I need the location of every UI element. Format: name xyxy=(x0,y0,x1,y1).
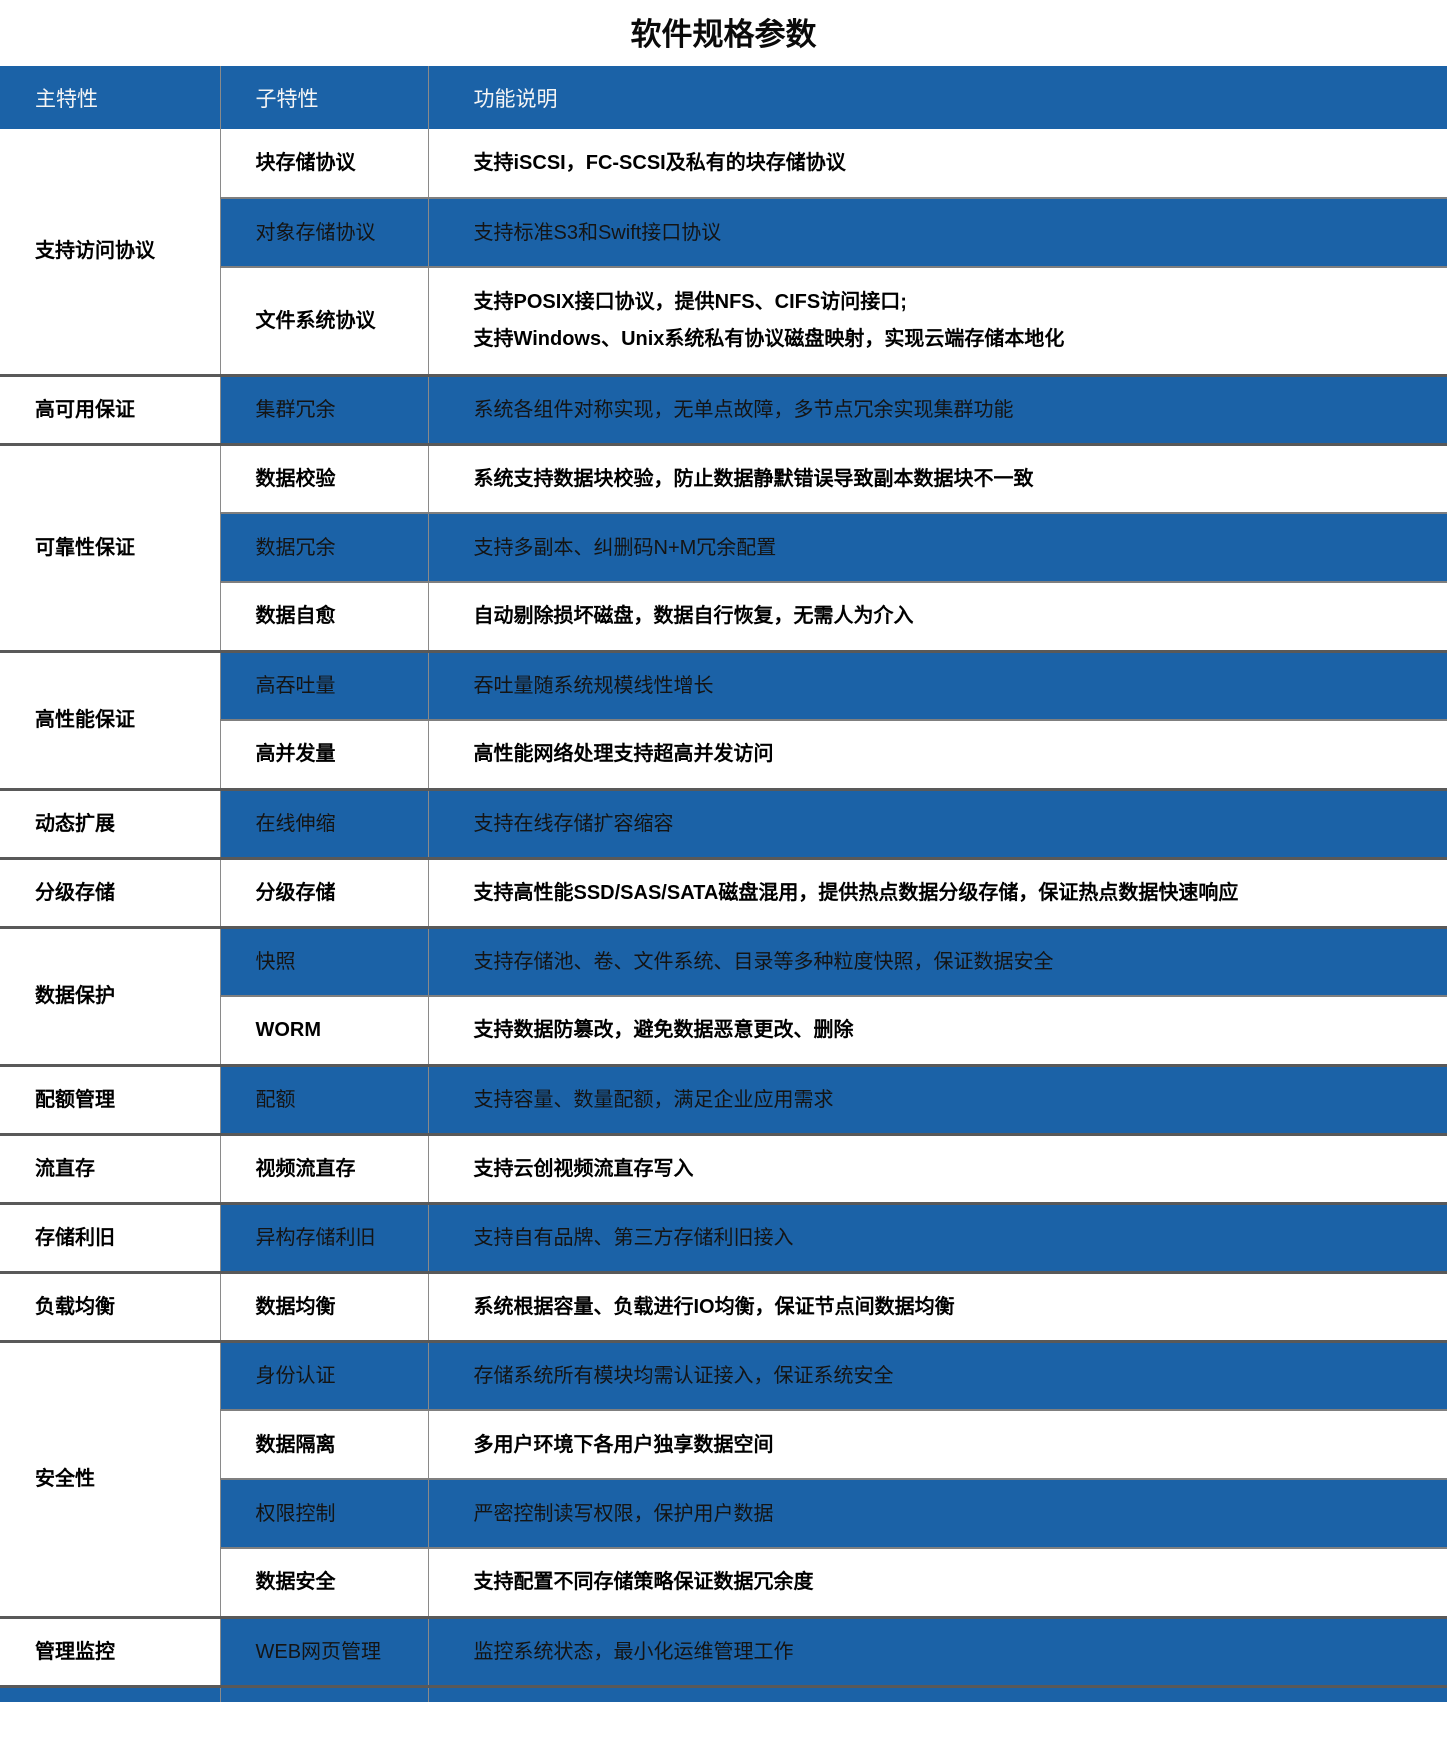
header-main-feature: 主特性 xyxy=(0,66,220,129)
main-feature-cell: 存储利旧 xyxy=(0,1201,220,1272)
sub-feature-cell: 在线伸缩 xyxy=(219,787,428,858)
sub-feature-cell: 块存储协议 xyxy=(219,129,428,198)
table-row: 存储利旧 异构存储利旧 支持自有品牌、第三方存储利旧接入 xyxy=(0,1201,1447,1272)
feature-description-cell: 支持自有品牌、第三方存储利旧接入 xyxy=(427,1201,1447,1272)
main-feature-cell: 管理监控 xyxy=(0,1615,220,1686)
sub-feature-cell: 数据安全 xyxy=(219,1547,428,1617)
feature-description-cell: 多用户环境下各用户独享数据空间 xyxy=(427,1409,1447,1479)
page-title: 软件规格参数 xyxy=(630,17,817,52)
main-feature-cell: 可靠性保证 xyxy=(0,442,220,651)
table-row: 数据保护 快照 支持存储池、卷、文件系统、目录等多种粒度快照，保证数据安全 xyxy=(0,925,1447,1065)
sub-feature-cell: 数据隔离 xyxy=(219,1409,428,1479)
feature-description-cell: 支持存储池、卷、文件系统、目录等多种粒度快照，保证数据安全 xyxy=(427,925,1447,996)
feature-description-cell: 严密控制读写权限，保护用户数据 xyxy=(427,1478,1447,1548)
sub-feature-cell: 数据冗余 xyxy=(219,512,428,582)
table-row-partial xyxy=(0,1684,1447,1702)
feature-description-cell: 系统各组件对称实现，无单点故障，多节点冗余实现集群功能 xyxy=(427,373,1447,444)
table-row: 权限控制 严密控制读写权限，保护用户数据 xyxy=(0,1478,1447,1548)
sub-feature-cell: WEB网页管理 xyxy=(219,1615,428,1686)
table-row: 安全性 身份认证 存储系统所有模块均需认证接入，保证系统安全 xyxy=(0,1339,1447,1617)
sub-feature-cell: 权限控制 xyxy=(219,1478,428,1548)
sub-feature-cell: 高并发量 xyxy=(219,719,428,789)
table-row: 支持访问协议 块存储协议 支持iSCSI，FC-SCSI及私有的块存储协议 xyxy=(0,129,1447,375)
description-line: 支持POSIX接口协议，提供NFS、CIFS访问接口; xyxy=(473,290,907,313)
table-row: 高性能保证 高吞吐量 吞吐量随系统规模线性增长 xyxy=(0,649,1447,789)
sub-feature-cell: WORM xyxy=(219,995,428,1065)
table-row: 流直存 视频流直存 支持云创视频流直存写入 xyxy=(0,1132,1447,1203)
table-header: 主特性 子特性 功能说明 xyxy=(0,66,1447,129)
sub-feature-cell: 视频流直存 xyxy=(219,1132,428,1203)
table-row: 文件系统协议 支持POSIX接口协议，提供NFS、CIFS访问接口; 支持Win… xyxy=(0,266,1447,375)
sub-feature-cell: 高吞吐量 xyxy=(219,649,428,720)
table-row: 配额管理 配额 支持容量、数量配额，满足企业应用需求 xyxy=(0,1063,1447,1134)
sub-feature-cell: 异构存储利旧 xyxy=(219,1201,428,1272)
feature-description-cell: 系统支持数据块校验，防止数据静默错误导致副本数据块不一致 xyxy=(427,442,1447,513)
main-feature-cell: 高性能保证 xyxy=(0,649,220,789)
feature-description-cell: 支持标准S3和Swift接口协议 xyxy=(427,197,1447,267)
table-row: 数据冗余 支持多副本、纠删码N+M冗余配置 xyxy=(0,512,1447,582)
main-feature-cell: 安全性 xyxy=(0,1339,220,1617)
feature-description-cell: 支持配置不同存储策略保证数据冗余度 xyxy=(427,1547,1447,1617)
main-feature-cell: 动态扩展 xyxy=(0,787,220,858)
feature-description-cell: 支持POSIX接口协议，提供NFS、CIFS访问接口; 支持Windows、Un… xyxy=(427,266,1447,375)
feature-description-cell: 监控系统状态，最小化运维管理工作 xyxy=(427,1615,1447,1686)
spec-table: 主特性 子特性 功能说明 支持访问协议 块存储协议 支持iSCSI，FC-SCS… xyxy=(0,66,1447,1702)
main-feature-cell: 配额管理 xyxy=(0,1063,220,1134)
sub-feature-cell: 配额 xyxy=(219,1063,428,1134)
header-description: 功能说明 xyxy=(427,66,1447,129)
description-line: 支持Windows、Unix系统私有协议磁盘映射，实现云端存储本地化 xyxy=(473,327,1065,350)
sub-feature-cell xyxy=(219,1684,428,1702)
sub-feature-cell: 对象存储协议 xyxy=(219,197,428,267)
table-row: 高可用保证 集群冗余 系统各组件对称实现，无单点故障，多节点冗余实现集群功能 xyxy=(0,373,1447,444)
sub-feature-cell: 文件系统协议 xyxy=(219,266,428,375)
main-feature-cell: 高可用保证 xyxy=(0,373,220,444)
table-row: 高并发量 高性能网络处理支持超高并发访问 xyxy=(0,719,1447,789)
header-row: 主特性 子特性 功能说明 xyxy=(0,66,1447,129)
main-feature-cell xyxy=(0,1684,220,1702)
feature-description-cell xyxy=(427,1684,1447,1702)
header-sub-feature: 子特性 xyxy=(219,66,428,129)
feature-description-cell: 支持数据防篡改，避免数据恶意更改、删除 xyxy=(427,995,1447,1065)
sub-feature-cell: 数据均衡 xyxy=(219,1270,428,1341)
feature-description-cell: 支持云创视频流直存写入 xyxy=(427,1132,1447,1203)
table-row: 负载均衡 数据均衡 系统根据容量、负载进行IO均衡，保证节点间数据均衡 xyxy=(0,1270,1447,1341)
feature-description-cell: 支持高性能SSD/SAS/SATA磁盘混用，提供热点数据分级存储，保证热点数据快… xyxy=(427,856,1447,927)
feature-description-cell: 支持iSCSI，FC-SCSI及私有的块存储协议 xyxy=(427,129,1447,198)
sub-feature-cell: 数据自愈 xyxy=(219,581,428,651)
sub-feature-cell: 身份认证 xyxy=(219,1339,428,1410)
main-feature-cell: 数据保护 xyxy=(0,925,220,1065)
table-row: 数据隔离 多用户环境下各用户独享数据空间 xyxy=(0,1409,1447,1479)
feature-description-cell: 吞吐量随系统规模线性增长 xyxy=(427,649,1447,720)
table-row: 动态扩展 在线伸缩 支持在线存储扩容缩容 xyxy=(0,787,1447,858)
feature-description-cell: 支持在线存储扩容缩容 xyxy=(427,787,1447,858)
sub-feature-cell: 分级存储 xyxy=(219,856,428,927)
feature-description-cell: 支持多副本、纠删码N+M冗余配置 xyxy=(427,512,1447,582)
table-row: 对象存储协议 支持标准S3和Swift接口协议 xyxy=(0,197,1447,267)
feature-description-cell: 支持容量、数量配额，满足企业应用需求 xyxy=(427,1063,1447,1134)
feature-description-cell: 高性能网络处理支持超高并发访问 xyxy=(427,719,1447,789)
sub-feature-cell: 快照 xyxy=(219,925,428,996)
table-body: 支持访问协议 块存储协议 支持iSCSI，FC-SCSI及私有的块存储协议 对象… xyxy=(0,129,1447,1702)
table-row: 数据自愈 自动剔除损坏磁盘，数据自行恢复，无需人为介入 xyxy=(0,581,1447,651)
sub-feature-cell: 集群冗余 xyxy=(219,373,428,444)
sub-feature-cell: 数据校验 xyxy=(219,442,428,513)
main-feature-cell: 负载均衡 xyxy=(0,1270,220,1341)
table-row: 分级存储 分级存储 支持高性能SSD/SAS/SATA磁盘混用，提供热点数据分级… xyxy=(0,856,1447,927)
table-row: 可靠性保证 数据校验 系统支持数据块校验，防止数据静默错误导致副本数据块不一致 xyxy=(0,442,1447,651)
main-feature-cell: 支持访问协议 xyxy=(0,129,220,375)
feature-description-cell: 存储系统所有模块均需认证接入，保证系统安全 xyxy=(427,1339,1447,1410)
feature-description-cell: 系统根据容量、负载进行IO均衡，保证节点间数据均衡 xyxy=(427,1270,1447,1341)
table-row: 数据安全 支持配置不同存储策略保证数据冗余度 xyxy=(0,1547,1447,1617)
table-row: 管理监控 WEB网页管理 监控系统状态，最小化运维管理工作 xyxy=(0,1615,1447,1686)
main-feature-cell: 分级存储 xyxy=(0,856,220,927)
feature-description-cell: 自动剔除损坏磁盘，数据自行恢复，无需人为介入 xyxy=(427,581,1447,651)
main-feature-cell: 流直存 xyxy=(0,1132,220,1203)
table-row: WORM 支持数据防篡改，避免数据恶意更改、删除 xyxy=(0,995,1447,1065)
